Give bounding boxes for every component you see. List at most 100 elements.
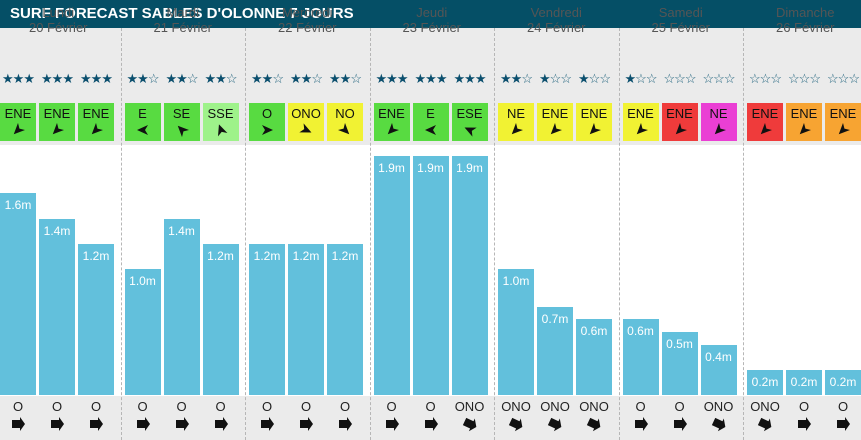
day-name: Lundi (42, 5, 75, 20)
star-filled-icon: ★ (474, 71, 487, 86)
wave-bar (622, 319, 659, 395)
wave-height-label: 1.0m (502, 274, 530, 288)
star-empty-icon: ☆ (599, 71, 611, 86)
day-header: Mercredi 22 Février (245, 0, 370, 42)
wind-direction-label: ENE (666, 106, 693, 121)
star-rating: ★☆☆ (623, 72, 659, 86)
wind-indicator: ENE (825, 103, 861, 141)
swell-direction-label: O (51, 399, 63, 414)
wind-arrow-icon (262, 125, 273, 135)
day-separator (618, 28, 620, 440)
star-filled-icon: ★ (464, 71, 476, 86)
swell-arrow-icon (214, 417, 228, 431)
swell-arrow-icon (634, 417, 648, 431)
swell-arrow-icon (798, 417, 811, 431)
wind-indicator: ONO (288, 103, 324, 141)
swell-arrow-icon (90, 417, 103, 431)
wind-indicator: O (249, 103, 285, 141)
swell-direction-label: O (176, 399, 187, 414)
wave-bar (537, 307, 573, 395)
day-separator (120, 28, 122, 440)
star-filled-icon: ★ (539, 71, 551, 86)
swell-direction-label: O (137, 399, 148, 414)
day-separator (369, 28, 371, 440)
wind-direction-label: ENE (751, 106, 779, 121)
star-filled-icon: ★ (126, 71, 139, 86)
wave-bar (0, 193, 36, 395)
wind-indicator: E (124, 103, 161, 141)
day-date: 25 Février (651, 20, 711, 35)
wind-indicator: ENE (373, 103, 410, 141)
wind-direction-label: E (138, 106, 147, 121)
star-filled-icon: ★ (12, 71, 25, 86)
star-filled-icon: ★ (41, 71, 53, 86)
day-header-row (0, 28, 861, 70)
swell-arrow-icon (508, 417, 523, 432)
wave-height-label: 1.9m (456, 161, 483, 175)
wave-bar (412, 156, 449, 395)
wind-arrow-icon (550, 123, 562, 135)
swell-direction-label: ONO (750, 399, 780, 414)
wind-direction-label: ENE (4, 106, 32, 121)
wind-arrow-icon (91, 123, 103, 135)
wave-bar (451, 156, 488, 395)
swell-direction-label: O (674, 399, 685, 414)
star-empty-icon: ☆ (272, 71, 284, 86)
star-empty-icon: ☆ (837, 71, 850, 86)
star-rating: ★★☆ (203, 72, 239, 86)
star-empty-icon: ☆ (560, 71, 572, 86)
star-empty-icon: ☆ (684, 71, 697, 86)
star-filled-icon: ★ (435, 71, 448, 86)
wave-bar (202, 244, 239, 395)
swell-direction-label: O (635, 399, 646, 414)
star-filled-icon: ★ (329, 71, 341, 86)
wave-bar (163, 219, 200, 395)
wind-direction-label: E (426, 106, 435, 121)
wave-height-label: 1.2m (253, 249, 281, 263)
star-empty-icon: ☆ (749, 71, 761, 86)
wind-direction-label: ENE (627, 106, 654, 121)
star-empty-icon: ☆ (702, 71, 715, 86)
swell-direction-label: O (425, 399, 436, 414)
day-date: 21 Février (153, 20, 213, 35)
wind-indicator: E (412, 103, 449, 141)
wave-height-label: 1.9m (378, 161, 405, 175)
wind-direction-label: NE (506, 106, 526, 121)
wind-indicator: ENE (622, 103, 659, 141)
day-header: Samedi 25 Février (619, 0, 744, 42)
star-empty-icon: ☆ (663, 71, 676, 86)
swell-direction-label: ONO (501, 399, 531, 414)
wind-arrow-icon (13, 123, 25, 135)
swell-direction-label: O (339, 399, 351, 414)
star-filled-icon: ★ (90, 71, 103, 86)
day-header: Jeudi 23 Février (370, 0, 495, 42)
wave-height-label: 0.5m (666, 337, 693, 351)
star-empty-icon: ☆ (635, 71, 647, 86)
star-empty-icon: ☆ (713, 71, 725, 86)
star-empty-icon: ☆ (645, 71, 658, 86)
wave-bar (498, 269, 534, 395)
wind-indicator: ENE (0, 103, 36, 141)
wind-indicator: NE (700, 103, 737, 141)
wave-bar (124, 269, 161, 395)
star-rating: ☆☆☆ (701, 72, 737, 86)
star-rating: ★☆☆ (576, 72, 612, 86)
day-date: 24 Février (526, 20, 586, 35)
star-empty-icon: ☆ (674, 71, 686, 86)
star-empty-icon: ☆ (549, 71, 562, 86)
wind-direction-label: SE (172, 106, 191, 121)
wind-indicator: SE (163, 103, 200, 141)
swell-arrow-icon (261, 417, 274, 431)
wind-arrow-icon (299, 123, 312, 133)
page-title: SURF FORECAST SABLES D'OLONNE 7 JOURS (0, 0, 861, 28)
wind-direction-label: ENE (790, 106, 818, 121)
wave-height-label: 1.2m (331, 249, 359, 263)
swell-direction-label: O (837, 399, 849, 414)
star-filled-icon: ★ (396, 71, 409, 86)
wind-arrow-icon (177, 125, 189, 137)
day-name: Mercredi (281, 5, 333, 20)
day-header: Mardi 21 Février (121, 0, 246, 42)
wind-arrow-icon (511, 123, 523, 135)
wave-bar (747, 370, 783, 395)
star-empty-icon: ☆ (723, 71, 736, 86)
